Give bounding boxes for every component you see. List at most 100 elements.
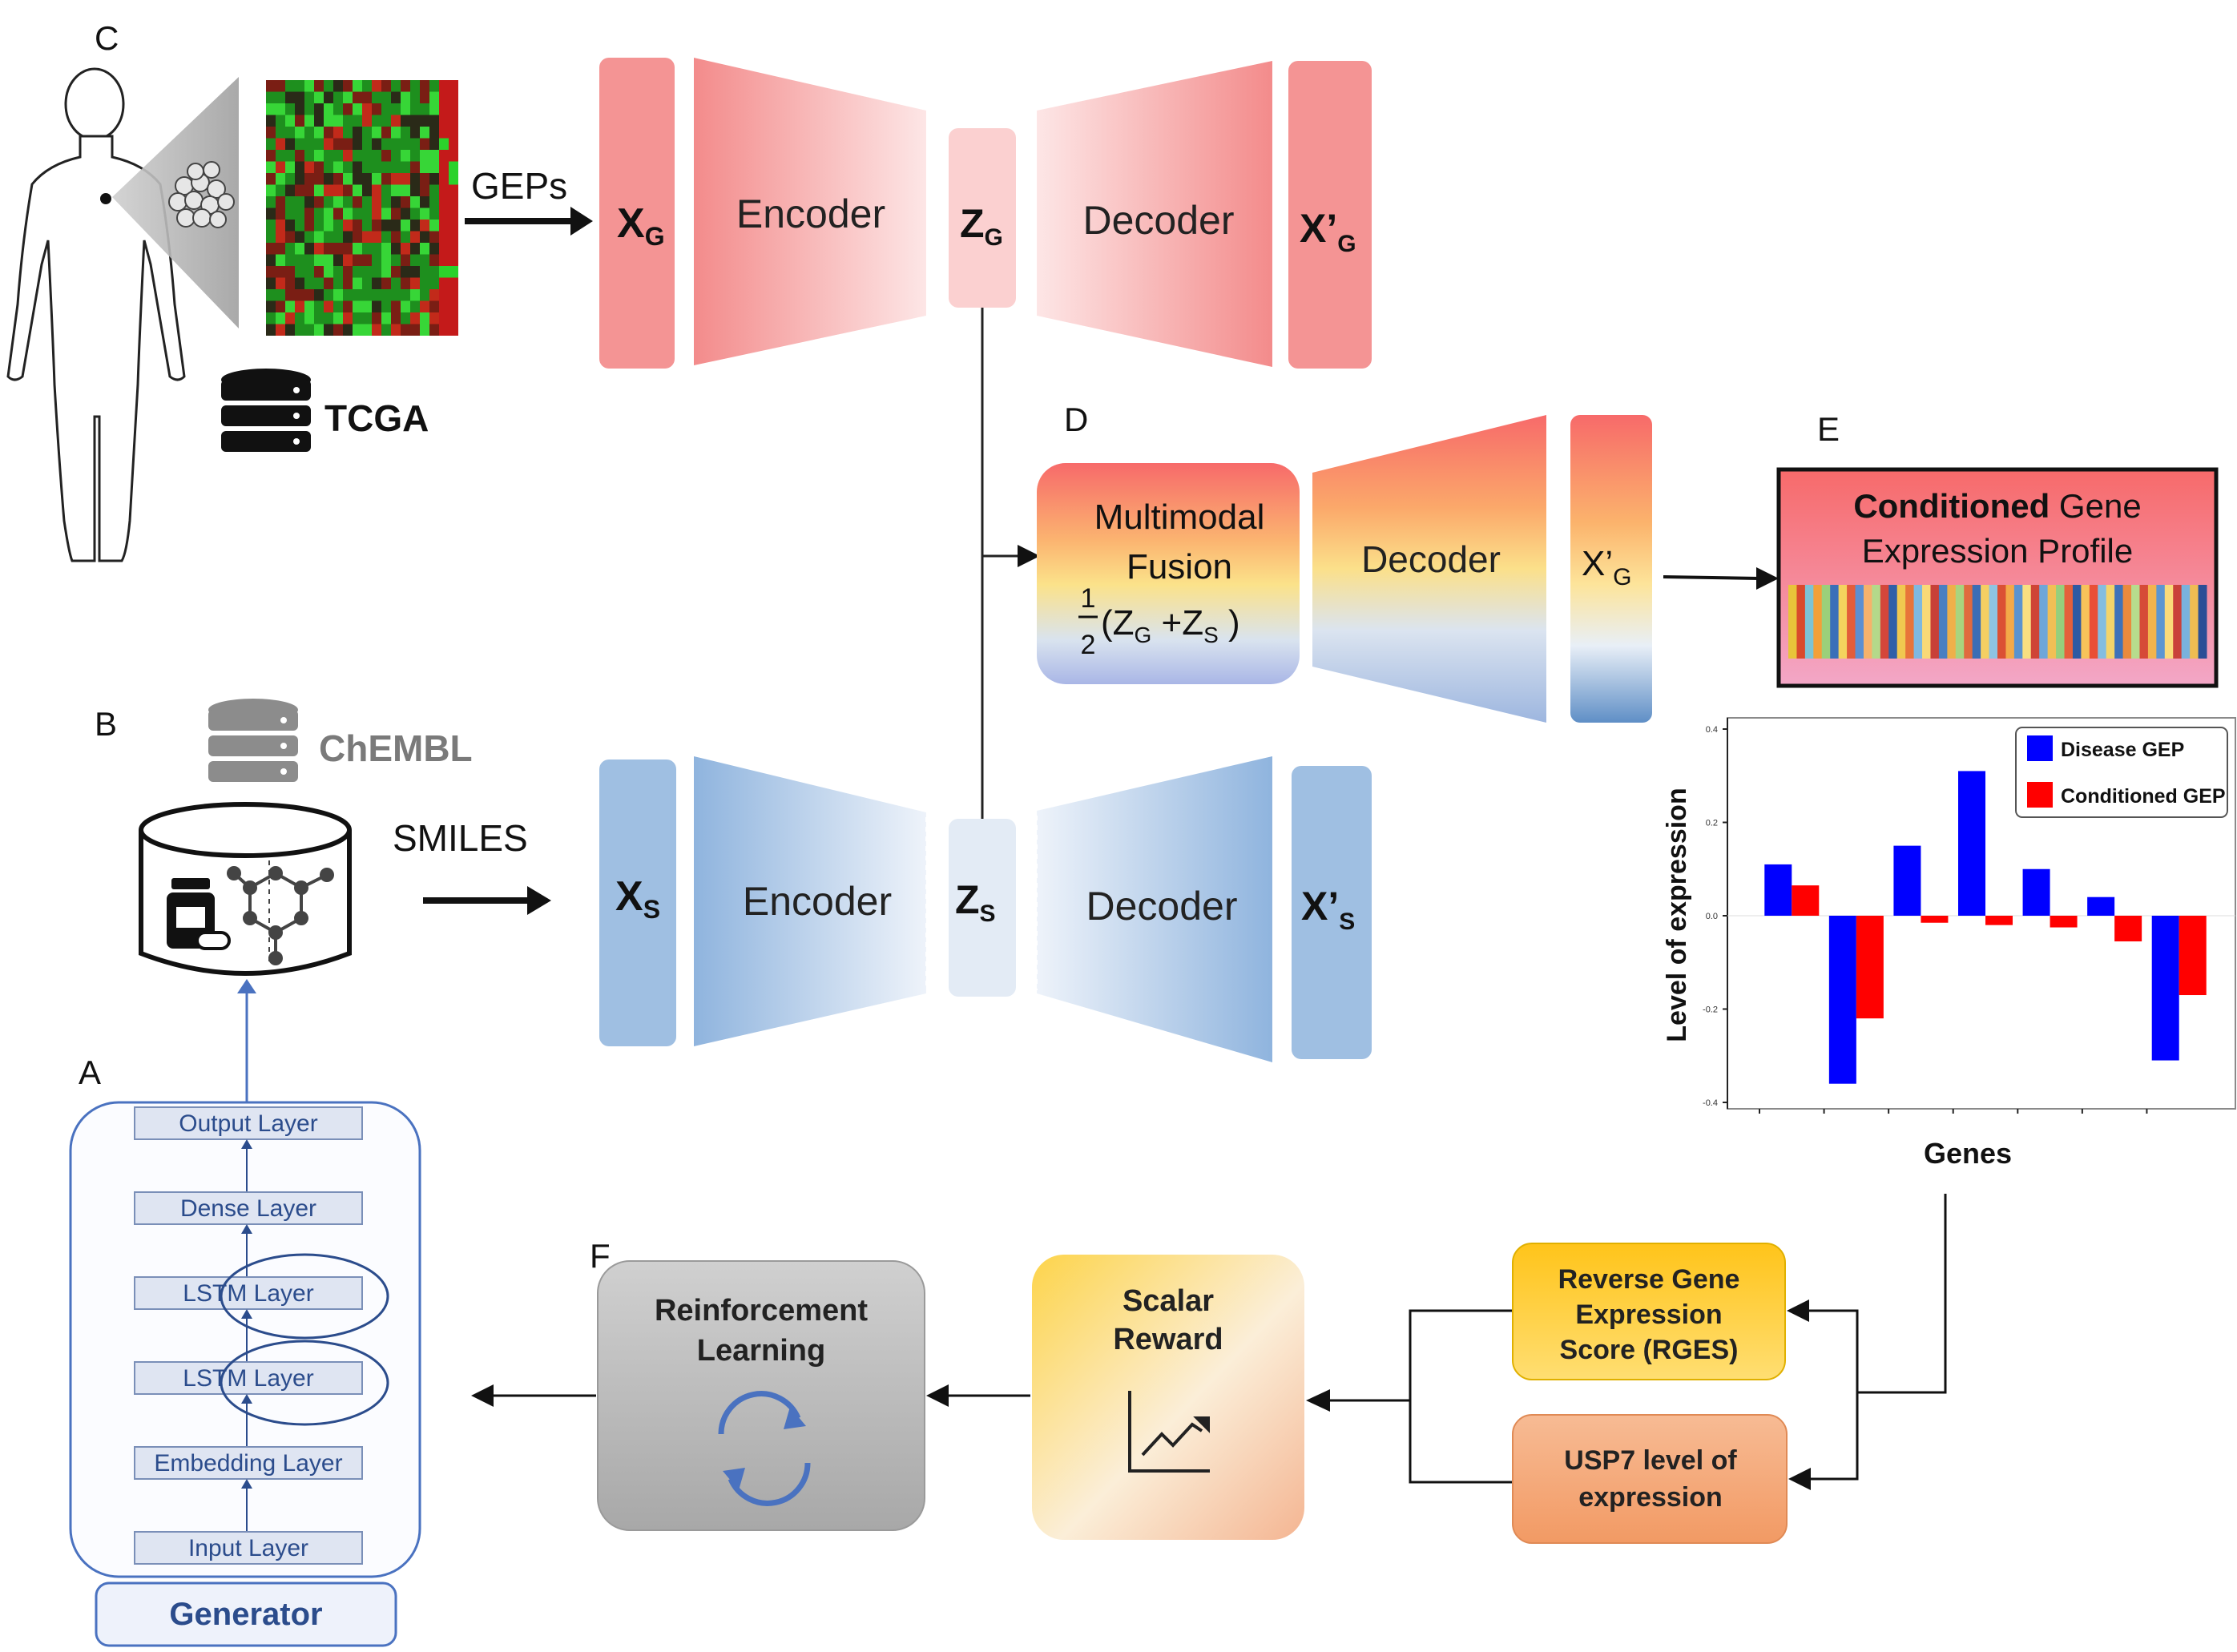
heatmap-cell: [333, 312, 343, 324]
heatmap-cell: [276, 324, 285, 336]
rges-label-line2: Expression: [1575, 1299, 1722, 1330]
expression-stripe: [1847, 585, 1856, 659]
heatmap-cell: [439, 243, 449, 255]
expression-stripe: [1804, 585, 1814, 659]
heatmap-cell: [276, 208, 285, 220]
heatmap-cell: [410, 138, 420, 150]
heatmap-cell: [266, 324, 276, 336]
heatmap-cell: [304, 312, 314, 324]
bar-disease: [1828, 916, 1856, 1084]
heatmap-cell: [333, 115, 343, 127]
heatmap-cell: [420, 324, 429, 336]
merge-to-reward-arrowhead: [1306, 1389, 1330, 1412]
heatmap-cell: [343, 80, 353, 92]
heatmap-cell: [333, 220, 343, 232]
heatmap-cell: [401, 127, 410, 139]
heatmap-cell: [439, 208, 449, 220]
heatmap-cell: [410, 196, 420, 208]
heatmap-cell: [401, 196, 410, 208]
heatmap-cell: [449, 196, 458, 208]
heatmap-cell: [295, 231, 304, 243]
heatmap-cell: [391, 150, 401, 162]
heatmap-cell: [333, 173, 343, 185]
heatmap-cell: [266, 208, 276, 220]
heatmap-cell: [410, 300, 420, 312]
heatmap-cell: [362, 103, 372, 115]
heatmap-cell: [353, 289, 362, 301]
heatmap-cell: [362, 300, 372, 312]
heatmap-cell: [343, 312, 353, 324]
heatmap-cell: [381, 208, 391, 220]
heatmap-cell: [295, 161, 304, 173]
heatmap-cell: [324, 91, 333, 103]
heatmap-cell: [401, 80, 410, 92]
generator-layer-box: [134, 1361, 363, 1395]
heatmap-cell: [401, 138, 410, 150]
heatmap-cell: [324, 231, 333, 243]
heatmap-cell: [381, 312, 391, 324]
heatmap-cell: [401, 220, 410, 232]
heatmap-cell: [285, 277, 295, 289]
bar-disease: [1764, 864, 1792, 916]
heatmap-cell: [276, 277, 285, 289]
heatmap-cell: [324, 220, 333, 232]
generator-frame: [69, 1101, 421, 1578]
gene-decoder: [1037, 61, 1272, 367]
heatmap-cell: [353, 184, 362, 196]
usp7-to-reward-line: [1409, 1400, 1513, 1484]
heatmap-cell: [372, 208, 381, 220]
xs-input-block: [599, 760, 676, 1046]
expression-stripe: [1855, 585, 1864, 659]
heatmap-cell: [362, 196, 372, 208]
heatmap-cell: [285, 243, 295, 255]
heatmap-cell: [410, 324, 420, 336]
heatmap-cell: [266, 254, 276, 266]
heatmap-cell: [372, 312, 381, 324]
expression-stripe: [1896, 585, 1906, 659]
expression-stripe: [1838, 585, 1848, 659]
generator-layer-label: Input Layer: [188, 1535, 308, 1561]
heatmap-cell: [343, 161, 353, 173]
xg-input-block: [599, 58, 675, 369]
heatmap-cell: [276, 289, 285, 301]
heatmap-cell: [314, 289, 324, 301]
heatmap-cell: [276, 138, 285, 150]
heatmap-cell: [449, 254, 458, 266]
expression-stripe: [2190, 585, 2199, 659]
heatmap-cell: [362, 289, 372, 301]
lstm-loop-2: [220, 1340, 389, 1426]
xg-input-label: XG: [617, 200, 665, 251]
heatmap-cell: [381, 80, 391, 92]
heatmap-cell: [401, 150, 410, 162]
heatmap-cell: [381, 103, 391, 115]
heatmap-cell: [314, 208, 324, 220]
rl-label-line2: Learning: [697, 1334, 825, 1368]
heatmap-cell: [276, 173, 285, 185]
heatmap-cell: [429, 277, 439, 289]
heatmap-cell: [314, 266, 324, 278]
expression-stripe: [2039, 585, 2049, 659]
rl-label-line1: Reinforcement: [655, 1294, 868, 1328]
heatmap-cell: [439, 91, 449, 103]
heatmap-cell: [276, 243, 285, 255]
heatmap-cell: [381, 324, 391, 336]
generator-layer-label: LSTM Layer: [183, 1365, 313, 1392]
heatmap-cell: [439, 173, 449, 185]
expression-stripe: [1938, 585, 1948, 659]
panel-label-a: A: [79, 1054, 101, 1091]
heatmap-cell: [343, 138, 353, 150]
heatmap-cell: [343, 127, 353, 139]
heatmap-cell: [391, 300, 401, 312]
heatmap-cell: [314, 91, 324, 103]
heatmap-cell: [333, 324, 343, 336]
heatmap-cell: [295, 80, 304, 92]
smiles-encoder-label: Encoder: [743, 879, 892, 924]
bar-conditioned: [2114, 916, 2142, 942]
rges-label-line3: Score (RGES): [1560, 1335, 1739, 1365]
heatmap-cell: [343, 324, 353, 336]
heatmap-cell: [333, 300, 343, 312]
heatmap-cell: [276, 266, 285, 278]
expression-stripe: [2047, 585, 2057, 659]
heatmap-cell: [439, 231, 449, 243]
